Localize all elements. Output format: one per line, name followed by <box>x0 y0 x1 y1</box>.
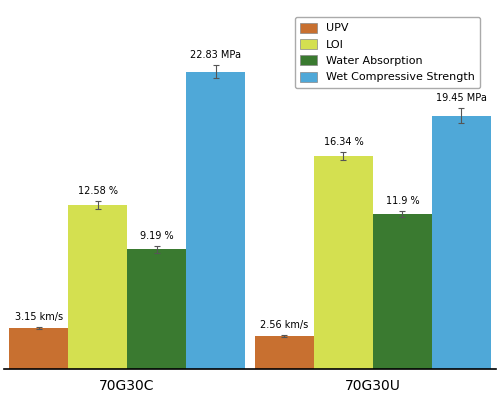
Text: 11.9 %: 11.9 % <box>386 196 419 206</box>
Text: 12.58 %: 12.58 % <box>78 186 118 196</box>
Bar <box>127 249 186 369</box>
Text: 2.56 km/s: 2.56 km/s <box>260 320 308 330</box>
Bar <box>255 336 314 369</box>
Text: 3.15 km/s: 3.15 km/s <box>14 312 62 322</box>
Text: 19.45 MPa: 19.45 MPa <box>436 93 487 102</box>
Bar <box>186 71 245 369</box>
Bar <box>9 328 68 369</box>
Text: 9.19 %: 9.19 % <box>140 231 173 241</box>
Bar <box>68 205 127 369</box>
Bar <box>432 116 491 369</box>
Text: 22.83 MPa: 22.83 MPa <box>190 50 241 60</box>
Text: 16.34 %: 16.34 % <box>324 137 364 147</box>
Legend: UPV, LOI, Water Absorption, Wet Compressive Strength: UPV, LOI, Water Absorption, Wet Compress… <box>295 17 480 88</box>
Bar <box>373 214 432 369</box>
Bar <box>314 156 373 369</box>
